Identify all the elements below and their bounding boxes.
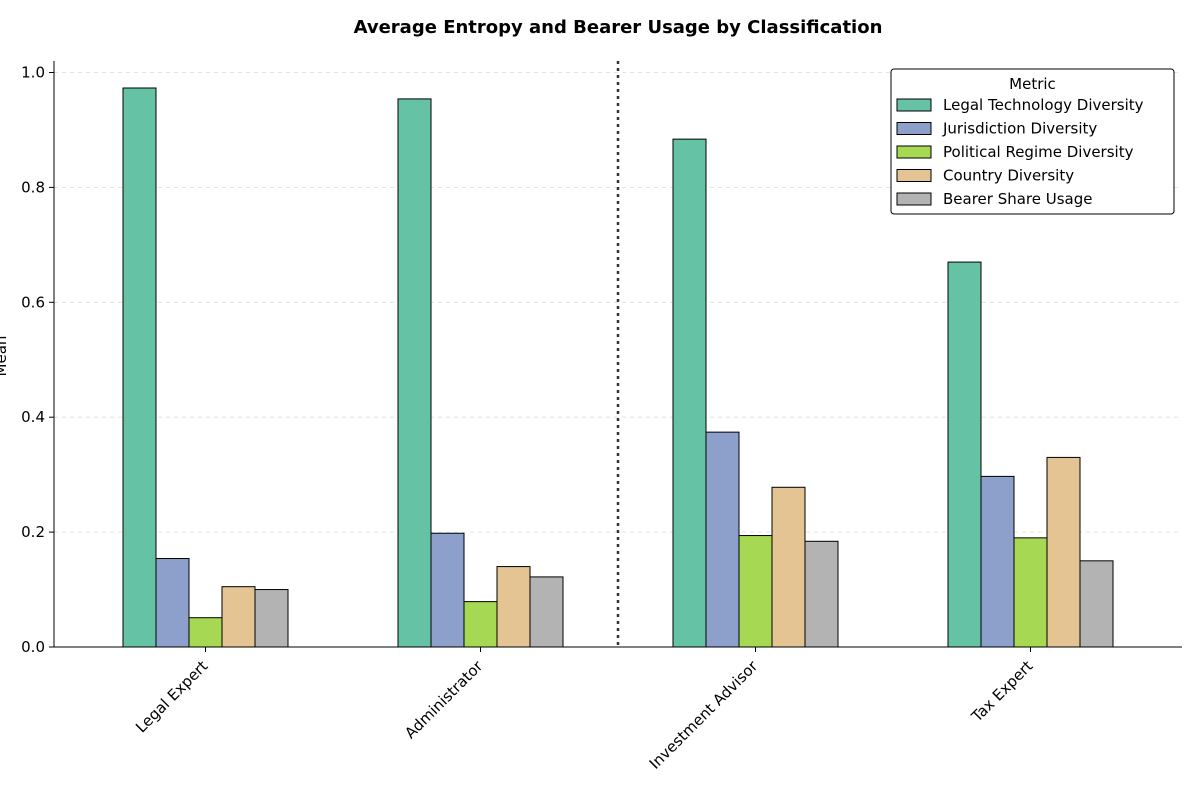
- bar: [188, 617, 223, 648]
- bar: [529, 576, 564, 648]
- axes: [53, 61, 1182, 648]
- bar: [771, 486, 806, 648]
- bar: [430, 532, 465, 648]
- bar: [980, 475, 1015, 648]
- bar: [397, 98, 432, 648]
- bar: [738, 535, 773, 648]
- bar: [155, 558, 190, 648]
- bar: [463, 601, 498, 648]
- legend-items: Legal Technology Diversity Jurisdiction D…: [896, 96, 1144, 208]
- y-axis-label: Mean: [0, 336, 10, 377]
- chart-title: Average Entropy and Bearer Usage by Clas…: [354, 17, 883, 38]
- legend-swatch: [896, 122, 932, 135]
- y-tick-label: 0.2: [21, 523, 45, 541]
- bar: [672, 138, 707, 648]
- legend-swatch: [896, 145, 932, 159]
- legend-label: Legal Technology Diversity: [943, 96, 1144, 114]
- x-tick-label: Investment Advisor: [646, 657, 762, 773]
- x-tick-label: Administrator: [401, 657, 487, 743]
- bar: [221, 586, 256, 648]
- bar: [947, 261, 982, 648]
- legend-swatch: [896, 169, 932, 182]
- legend-title: Metric: [1009, 75, 1056, 93]
- bar: [1079, 560, 1114, 648]
- legend-box: [890, 68, 1175, 215]
- bars: [122, 87, 1114, 648]
- bar: [1046, 456, 1081, 648]
- legend: Metric Legal Technology Diversity Jurisdi…: [890, 68, 1175, 215]
- bar: [705, 431, 740, 648]
- x-tick-label: Tax Expert: [967, 657, 1036, 726]
- y-tick-label: 0.0: [21, 638, 45, 656]
- y-ticks: 0.0 0.2 0.4 0.6 0.8 1.0: [21, 63, 54, 656]
- bar: [496, 566, 531, 648]
- x-tick-label: Legal Expert: [132, 657, 211, 736]
- bar: [254, 589, 289, 648]
- legend-swatch: [896, 192, 932, 206]
- legend-label: Political Regime Diversity: [943, 143, 1134, 161]
- legend-swatch: [896, 98, 932, 112]
- y-tick-label: 0.6: [21, 293, 45, 311]
- legend-label: Country Diversity: [943, 167, 1074, 185]
- y-tick-label: 1.0: [21, 63, 45, 81]
- x-ticks: Legal Expert Administrator Investment Advi…: [132, 647, 1036, 773]
- bar: [1013, 537, 1048, 648]
- y-tick-label: 0.8: [21, 178, 45, 196]
- bar: [122, 87, 157, 648]
- legend-label: Jurisdiction Diversity: [942, 120, 1097, 138]
- y-tick-label: 0.4: [21, 408, 45, 426]
- bar: [804, 540, 839, 648]
- legend-label: Bearer Share Usage: [943, 190, 1093, 208]
